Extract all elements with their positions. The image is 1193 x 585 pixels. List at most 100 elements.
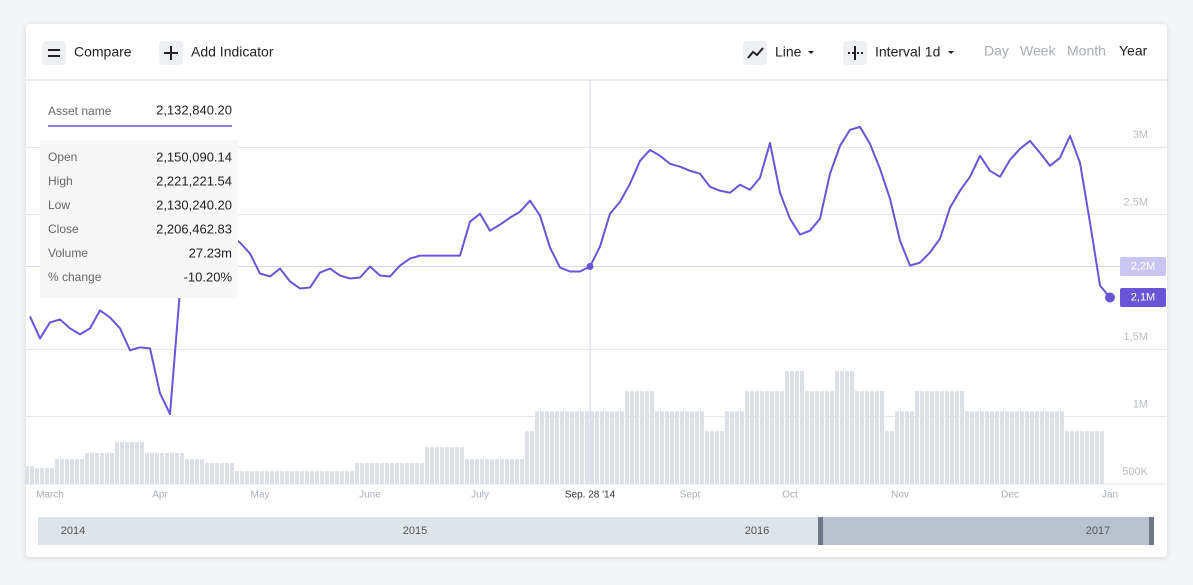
range-button[interactable]: Week <box>1020 43 1057 59</box>
volume-bar <box>205 462 215 484</box>
volume-bar <box>215 462 225 484</box>
tooltip-row-value: 27.23m <box>189 245 232 260</box>
volume-bar <box>395 462 405 484</box>
interval-label[interactable]: Interval 1d <box>875 44 940 60</box>
volume-bar <box>1045 411 1055 484</box>
volume-bar <box>795 370 805 484</box>
volume-bar <box>985 411 995 484</box>
range-button[interactable]: Month <box>1067 43 1106 59</box>
volume-bar <box>765 391 775 484</box>
volume-bar <box>505 459 515 484</box>
volume-bar <box>595 411 605 484</box>
volume-bar <box>745 391 755 484</box>
volume-bar <box>445 447 455 484</box>
volume-bar <box>495 459 505 484</box>
x-tick-label: Dec <box>1001 490 1019 501</box>
volume-bar <box>835 370 845 484</box>
last-value-tag <box>1120 287 1166 307</box>
volume-bar <box>45 467 55 484</box>
volume-bar <box>955 391 965 484</box>
chart-style-button[interactable]: Line <box>743 41 814 65</box>
x-tick-label: Oct <box>782 490 798 501</box>
volume-bar <box>1035 411 1045 484</box>
volume-bar <box>675 411 685 484</box>
volume-bar <box>625 391 635 484</box>
volume-bar <box>1095 431 1105 484</box>
volume-bar <box>635 391 645 484</box>
tooltip-title-value: 2,132,840.20 <box>156 102 232 117</box>
tooltip-row-label: Volume <box>48 246 88 260</box>
volume-bar <box>285 471 295 484</box>
x-tick-label: July <box>471 490 489 501</box>
volume-bar <box>455 447 465 484</box>
volume-bar <box>915 391 925 484</box>
volume-bar <box>925 391 935 484</box>
volume-bar <box>1015 411 1025 484</box>
tooltip-row-label: Open <box>48 150 77 164</box>
range-button[interactable]: Year <box>1119 43 1148 59</box>
volume-bar <box>115 442 125 484</box>
volume-bar <box>1065 431 1075 484</box>
volume-bar <box>855 391 865 484</box>
volume-bar <box>125 442 135 484</box>
volume-bar <box>165 453 175 484</box>
add-indicator-button[interactable]: Add Indicator <box>159 41 274 65</box>
volume-bar <box>385 462 395 484</box>
navigator-year: 2017 <box>1086 525 1110 537</box>
volume-bar <box>265 471 275 484</box>
navigator-year: 2014 <box>61 525 85 537</box>
add-indicator-label[interactable]: Add Indicator <box>191 44 274 60</box>
volume-bar <box>685 411 695 484</box>
volume-bar <box>345 471 355 484</box>
volume-bar <box>145 453 155 484</box>
volume-bar <box>155 453 165 484</box>
navigator-year: 2016 <box>745 525 769 537</box>
tooltip-title-label: Asset name <box>48 104 112 118</box>
volume-bar <box>1055 411 1065 484</box>
volume-bar <box>605 411 615 484</box>
crosshair-point <box>586 263 594 271</box>
crosshair-tag-label: 2,2M <box>1131 260 1155 272</box>
volume-bar <box>95 453 105 484</box>
volume-bar <box>1075 431 1085 484</box>
y-tick-label: 1,5M <box>1124 331 1148 343</box>
volume-bar <box>75 459 85 484</box>
x-tick-label: May <box>251 490 270 501</box>
volume-bar <box>135 442 145 484</box>
volume-bar <box>225 462 235 484</box>
volume-bar <box>195 459 205 484</box>
x-tick-label: Jan <box>1102 490 1118 501</box>
volume-bar <box>1005 411 1015 484</box>
y-tick-label: 2,5M <box>1124 197 1148 209</box>
volume-bar <box>815 391 825 484</box>
volume-bar <box>865 391 875 484</box>
plot: 500K 1M 1,5M 2,5M 3M March Apr May June July Sep. … <box>25 80 1167 501</box>
volume-bar <box>1025 411 1035 484</box>
volume-bar <box>525 431 535 484</box>
volume-bar <box>705 431 715 484</box>
x-tick-label: June <box>359 490 381 501</box>
tooltip-row-value: 2,150,090.14 <box>156 149 232 164</box>
chart-style-label[interactable]: Line <box>775 44 802 60</box>
volume-bar <box>235 471 245 484</box>
navigator[interactable]: 2014 2015 2016 2017 <box>38 517 1154 545</box>
interval-button[interactable]: Interval 1d <box>843 41 954 65</box>
volume-bar <box>375 462 385 484</box>
volume-bar <box>245 471 255 484</box>
volume-bar <box>475 459 485 484</box>
tooltip: Asset name 2,132,840.20 Open 2,150,090.14… <box>40 102 238 298</box>
compare-label[interactable]: Compare <box>74 44 132 60</box>
volume-bar <box>665 411 675 484</box>
tooltip-row-value: 2,130,240.20 <box>156 197 232 212</box>
range-button[interactable]: Day <box>984 43 1009 59</box>
volume-bar <box>715 431 725 484</box>
volume-bar <box>555 411 565 484</box>
x-tick-label: Sep. 28 '14 <box>565 490 616 501</box>
y-tick-label: 1M <box>1133 399 1148 411</box>
volume-bar <box>775 391 785 484</box>
volume-bar <box>275 471 285 484</box>
x-tick-label: Nov <box>891 490 909 501</box>
volume-bar <box>365 462 375 484</box>
compare-button[interactable]: Compare <box>42 41 132 65</box>
